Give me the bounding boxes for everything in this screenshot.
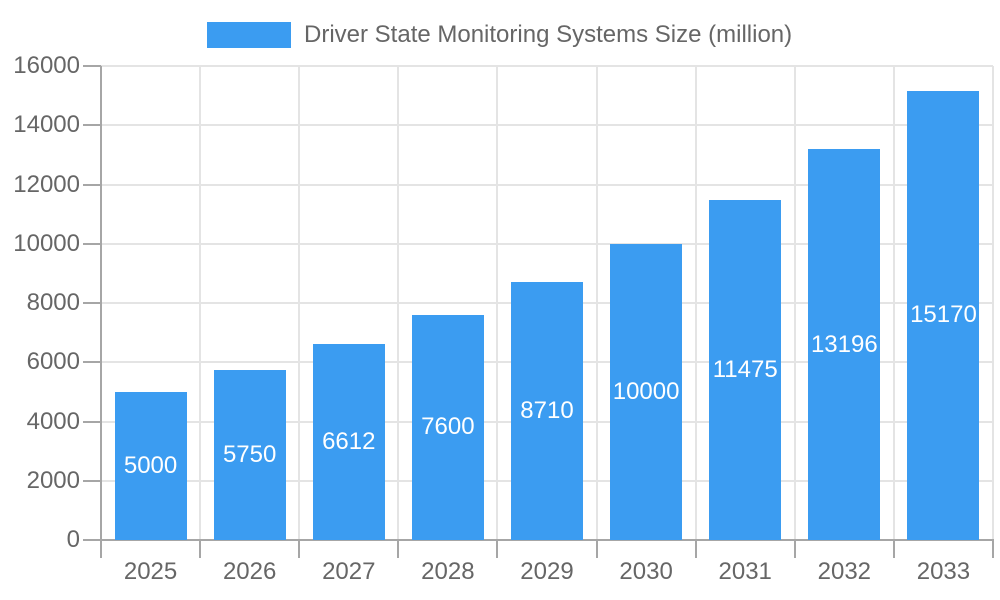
x-axis-tick-label: 2026 — [222, 558, 277, 585]
x-axis-tick-label: 2028 — [421, 558, 475, 585]
y-axis-tick — [83, 65, 101, 67]
x-gridline — [199, 66, 202, 540]
x-axis-tick — [496, 540, 499, 558]
bar-value-label: 5000 — [123, 451, 178, 479]
bar[interactable]: 7600 — [411, 314, 484, 540]
legend[interactable]: Driver State Monitoring Systems Size (mi… — [207, 21, 792, 49]
y-gridline — [101, 242, 993, 245]
x-axis-tick — [992, 540, 994, 558]
bar-value-label: 5750 — [222, 440, 277, 468]
bar-value-label: 7600 — [421, 413, 475, 441]
bar[interactable]: 6612 — [312, 344, 385, 540]
y-axis-tick-label: 6000 — [26, 348, 80, 376]
bar[interactable]: 5750 — [213, 369, 286, 540]
y-axis-tick — [83, 183, 101, 186]
x-axis-tick — [199, 540, 202, 558]
x-gridline — [298, 66, 301, 540]
x-axis-tick-label: 2030 — [619, 558, 673, 585]
legend-swatch — [207, 22, 291, 48]
x-axis-tick-label: 2027 — [322, 558, 376, 585]
x-axis-tick-label: 2025 — [123, 558, 178, 585]
y-axis-tick-label: 10000 — [13, 229, 80, 257]
y-gridline — [101, 183, 993, 186]
y-axis-tick-label: 8000 — [26, 289, 80, 316]
x-gridline — [892, 66, 895, 540]
x-gridline — [397, 66, 400, 540]
y-axis-tick-label: 12000 — [13, 170, 80, 198]
y-axis-line — [100, 66, 102, 540]
y-axis-tick — [83, 124, 101, 127]
y-axis-tick-label: 0 — [66, 526, 80, 553]
x-axis-tick — [793, 540, 796, 558]
x-axis-tick — [397, 540, 400, 558]
legend-label: Driver State Monitoring Systems Size (mi… — [304, 21, 793, 48]
bar-value-label: 10000 — [612, 377, 680, 405]
y-axis-tick-label: 4000 — [26, 407, 80, 435]
x-axis-tick — [595, 540, 598, 558]
y-axis-tick-label: 16000 — [13, 52, 80, 79]
x-gridline — [694, 66, 697, 540]
y-axis-tick — [83, 479, 101, 482]
y-axis-tick — [83, 539, 101, 541]
bar-value-label: 11475 — [712, 356, 778, 384]
x-axis-tick-label: 2031 — [718, 558, 772, 585]
bar-value-label: 8710 — [520, 396, 574, 424]
x-axis-tick-label: 2033 — [916, 558, 971, 585]
x-axis-tick — [100, 540, 102, 558]
x-axis-tick-label: 2032 — [817, 558, 872, 585]
bar-value-label: 15170 — [910, 301, 977, 329]
bar-value-label: 6612 — [322, 428, 376, 456]
bar-value-label: 13196 — [810, 330, 878, 358]
y-axis-tick — [83, 242, 101, 245]
y-axis-tick-label: 14000 — [13, 111, 80, 139]
y-gridline — [101, 124, 993, 127]
x-axis-tick — [892, 540, 895, 558]
x-axis-tick — [298, 540, 301, 558]
y-gridline — [101, 65, 993, 67]
x-axis-tick — [694, 540, 697, 558]
x-axis-line — [100, 539, 994, 541]
bar[interactable]: 15170 — [907, 90, 980, 540]
bar[interactable]: 11475 — [709, 200, 782, 540]
x-gridline — [496, 66, 499, 540]
x-gridline — [793, 66, 796, 540]
bar[interactable]: 5000 — [114, 391, 187, 540]
bar[interactable]: 10000 — [610, 243, 683, 540]
x-gridline — [595, 66, 598, 540]
x-axis-tick-label: 2029 — [520, 558, 574, 585]
y-axis-tick — [83, 302, 101, 304]
y-axis-tick — [83, 420, 101, 423]
bar[interactable]: 13196 — [808, 149, 881, 540]
y-axis-tick — [83, 361, 101, 364]
x-gridline — [992, 66, 994, 540]
y-axis-tick-label: 2000 — [26, 466, 80, 494]
bar[interactable]: 8710 — [511, 281, 583, 540]
